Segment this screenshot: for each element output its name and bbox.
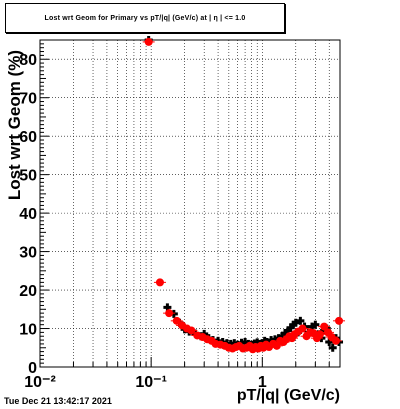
data-point-red — [329, 336, 342, 345]
data-point-black — [311, 320, 320, 329]
data-points — [142, 36, 346, 354]
data-point-black — [283, 326, 292, 335]
data-point-black — [328, 343, 337, 352]
y-tick-label: 80 — [19, 52, 37, 69]
x-axis-title: pT/|q| (GeV/c) — [237, 387, 340, 404]
data-point-red — [142, 37, 155, 46]
data-point-black — [169, 309, 178, 318]
grid — [40, 40, 341, 367]
y-tick-label: 20 — [19, 283, 37, 300]
data-point-black — [296, 316, 305, 325]
x-tick-label: 10⁻¹ — [135, 374, 167, 391]
y-tick-label: 60 — [19, 129, 37, 146]
y-tick-label: 30 — [19, 245, 37, 262]
plot-frame — [39, 39, 341, 368]
data-point-black — [289, 320, 298, 329]
data-point-black — [280, 329, 289, 338]
data-point-black — [277, 332, 286, 341]
data-point-red — [163, 309, 176, 318]
data-point-black — [163, 303, 172, 312]
timestamp-label: Tue Dec 21 13:42:17 2021 — [4, 396, 112, 406]
data-point-red — [170, 316, 183, 325]
data-point-red — [333, 316, 346, 325]
data-point-black — [291, 318, 300, 327]
axes — [39, 39, 341, 368]
x-tick-label: 10⁻² — [24, 374, 56, 391]
data-point-red — [185, 326, 198, 335]
data-point-black — [230, 339, 239, 348]
x-tick-label: 1 — [258, 374, 267, 391]
y-tick-label: 10 — [19, 322, 37, 339]
data-point-black — [325, 337, 334, 346]
data-point-black — [241, 337, 250, 346]
data-point-black — [286, 323, 295, 332]
data-point-black — [253, 338, 262, 347]
axis-labels: 0 10 20 30 40 50 60 70 80 10⁻² 10⁻¹ 1pT/|q| (GeV/c)… — [5, 50, 340, 404]
y-axis-title: Lost wrt Geom (%) — [5, 50, 24, 200]
data-point-red — [313, 330, 326, 339]
data-point-black — [308, 322, 317, 331]
y-tick-label: 0 — [28, 360, 37, 377]
data-point-red — [153, 278, 166, 287]
data-point-red — [296, 324, 309, 333]
y-tick-label: 50 — [19, 168, 37, 185]
y-tick-label: 70 — [19, 91, 37, 108]
chart-title: Lost wrt Geom for Primary vs pT/|q| (GeV… — [5, 3, 285, 33]
y-tick-label: 40 — [19, 206, 37, 223]
data-point-red — [318, 322, 331, 331]
